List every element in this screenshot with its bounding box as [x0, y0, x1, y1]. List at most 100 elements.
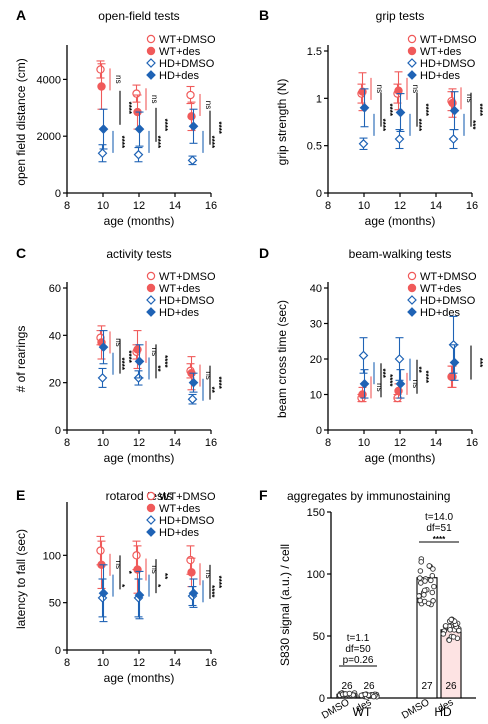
sig-label: **** — [124, 350, 133, 363]
data-point — [449, 357, 460, 368]
x-axis-label: age (months) — [365, 451, 436, 465]
panel-label: E — [16, 487, 25, 503]
data-point — [358, 350, 369, 361]
x-tick-label: 8 — [64, 437, 70, 449]
n-label: 26 — [341, 681, 353, 692]
cell-point — [429, 589, 436, 596]
sig-label: *** — [468, 120, 477, 130]
y-tick-label: 40 — [310, 283, 322, 295]
chart-title: beam-walking tests — [349, 247, 452, 261]
data-point — [132, 551, 141, 560]
legend-label: WT+DMSO — [159, 271, 216, 283]
data-point — [187, 155, 198, 166]
x-tick-label: 14 — [169, 657, 181, 669]
cell-point — [421, 592, 427, 598]
sig-label: ns — [411, 380, 420, 388]
x-tick-label: 10 — [358, 437, 370, 449]
sig-label: **** — [160, 355, 169, 368]
x-tick-label: 10 — [358, 200, 370, 212]
data-point — [96, 546, 105, 555]
legend-label: HD+des — [420, 70, 461, 82]
data-point — [134, 356, 145, 367]
sig-label: ns — [375, 383, 384, 391]
y-tick-label: 60 — [49, 283, 61, 295]
data-point — [96, 65, 105, 74]
data-point — [187, 568, 196, 577]
data-point — [188, 588, 199, 599]
legend-label: HD+DMSO — [420, 295, 476, 307]
legend-label: WT+DMSO — [159, 491, 216, 503]
x-tick-label: 12 — [394, 437, 406, 449]
sig-label: ns — [375, 85, 384, 93]
x-tick-label: 16 — [205, 657, 217, 669]
x-tick-label: 16 — [466, 437, 478, 449]
y-tick-label: 0 — [316, 188, 322, 200]
x-tick-label: 10 — [97, 437, 109, 449]
sig-label: **** — [378, 119, 387, 132]
x-tick-label: 10 — [97, 200, 109, 212]
cell-point — [417, 568, 424, 574]
legend-label: HD+DMSO — [420, 58, 476, 70]
legend-label: WT+DMSO — [420, 271, 477, 283]
data-point — [98, 588, 109, 599]
sig-label: ns — [204, 371, 213, 379]
y-tick-label: 100 — [43, 550, 61, 562]
x-tick-label: 16 — [205, 437, 217, 449]
data-point — [394, 86, 403, 95]
y-axis-label: open field distance (cm) — [14, 58, 28, 185]
y-tick-label: 4000 — [37, 74, 61, 86]
y-axis-label: grip strength (N) — [275, 79, 289, 166]
y-tick-label: 40 — [49, 330, 61, 342]
legend-label: WT+DMSO — [420, 34, 477, 46]
y-tick-label: 20 — [49, 378, 61, 390]
cell-point — [440, 631, 447, 637]
sig-label: ns — [114, 75, 123, 83]
y-axis-label: # of rearings — [14, 326, 28, 393]
legend-marker — [146, 503, 156, 513]
cell-point — [456, 627, 462, 634]
x-tick-label: 14 — [430, 437, 442, 449]
legend-label: WT+DMSO — [159, 34, 216, 46]
x-tick-label: 12 — [133, 437, 145, 449]
n-label: 26 — [363, 681, 375, 692]
stat-text: df=51 — [426, 523, 452, 534]
cell-point — [426, 563, 432, 569]
sig-label: ** — [414, 367, 423, 374]
sig-label: **** — [214, 121, 223, 134]
cell-point — [418, 559, 424, 565]
legend-label: WT+des — [159, 503, 201, 515]
sig-label: **** — [385, 374, 394, 387]
x-category-label: DMSO — [400, 697, 432, 722]
sig-label: **** — [214, 376, 223, 389]
legend-label: HD+des — [420, 307, 461, 319]
x-axis-label: age (months) — [104, 451, 175, 465]
cell-point — [446, 637, 452, 643]
sig-label: ns — [411, 85, 420, 93]
y-axis-label: beam cross time (sec) — [275, 300, 289, 418]
x-tick-label: 8 — [325, 200, 331, 212]
y-tick-label: 1 — [316, 93, 322, 105]
stat-text: t=14.0 — [425, 512, 454, 523]
sig-label: ns — [114, 561, 123, 569]
data-point — [98, 124, 109, 134]
x-axis-label: age (months) — [365, 214, 436, 228]
legend-label: HD+DMSO — [159, 58, 215, 70]
y-tick-label: 0 — [319, 693, 325, 705]
sig-label: **** — [385, 103, 394, 116]
data-point — [134, 124, 145, 134]
sig-label: **** — [124, 102, 133, 115]
y-tick-label: 150 — [307, 507, 325, 519]
legend-marker — [146, 271, 156, 281]
legend-marker — [146, 46, 156, 56]
data-point — [98, 342, 109, 353]
stat-text: **** — [433, 535, 446, 544]
legend-marker — [407, 70, 417, 80]
x-tick-label: 14 — [430, 200, 442, 212]
x-tick-label: 14 — [169, 437, 181, 449]
sig-label: **** — [153, 136, 162, 149]
y-axis-label: S830 signal (a.u.) / cell — [278, 544, 292, 666]
